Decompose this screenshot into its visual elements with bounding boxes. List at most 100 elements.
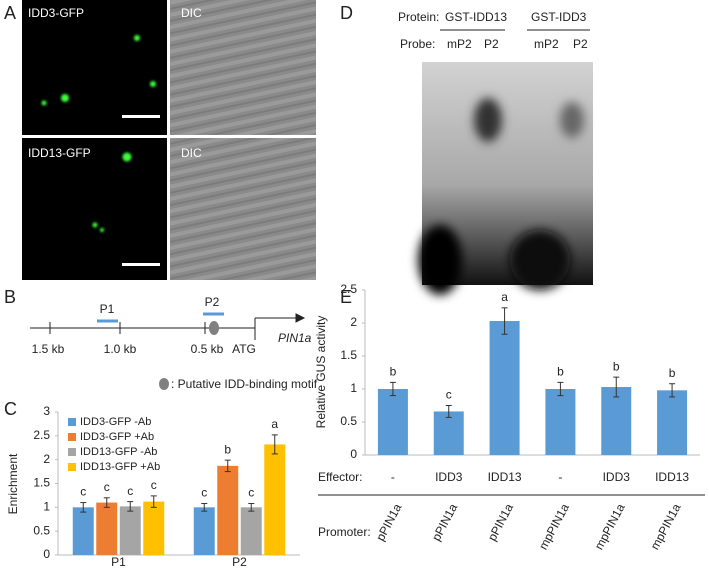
- y-tick-label: 2: [350, 315, 357, 329]
- panel-label: C: [4, 399, 17, 419]
- error-bar: [201, 503, 208, 512]
- panel-label: B: [4, 287, 16, 307]
- image-label: DIC: [181, 6, 202, 20]
- protein-name: GST-IDD3: [531, 10, 587, 24]
- y-tick-label: 3: [43, 404, 50, 418]
- bar: [119, 506, 141, 555]
- bar: [240, 507, 262, 555]
- significance-letter: b: [613, 359, 620, 373]
- effector-label: IDD3: [603, 470, 631, 484]
- y-axis-label: Enrichment: [6, 453, 20, 514]
- y-tick-label: 1: [43, 500, 50, 514]
- bar: [377, 389, 408, 455]
- legend-label: IDD3-GFP +Ab: [80, 431, 154, 443]
- legend-swatch: [68, 433, 76, 441]
- bar: [657, 390, 688, 455]
- x-tick-label: pPIN1a: [373, 501, 404, 543]
- effector-label: IDD3: [435, 470, 463, 484]
- x-tick-label: P2: [232, 555, 247, 569]
- bar: [264, 444, 286, 555]
- gel-image: [418, 62, 593, 295]
- image-label: IDD13-GFP: [28, 146, 91, 160]
- x-tick-label: mpPIN1a: [592, 501, 628, 552]
- x-tick-label: mpPIN1a: [648, 501, 684, 552]
- x-tick-label: pPIN1a: [429, 501, 460, 543]
- panel-label: A: [4, 3, 16, 23]
- error-bar: [127, 501, 134, 512]
- panel-label: E: [340, 287, 352, 307]
- probe-label: Probe:: [400, 37, 435, 51]
- error-bar: [669, 383, 676, 398]
- significance-letter: b: [557, 365, 564, 379]
- bar: [193, 507, 215, 555]
- significance-letter: b: [669, 366, 676, 380]
- bar: [143, 501, 165, 555]
- position-label: 1.0 kb: [104, 342, 137, 356]
- y-tick-label: 0.5: [33, 523, 50, 537]
- motif: [209, 321, 219, 335]
- position-label: 1.5 kb: [32, 342, 65, 356]
- error-bar: [557, 381, 564, 397]
- significance-letter: c: [104, 480, 110, 494]
- bar: [72, 507, 94, 555]
- promoter-diagram: [30, 312, 306, 340]
- row-label: Promoter:: [318, 525, 371, 539]
- y-tick-label: 2: [43, 452, 50, 466]
- x-tick-label: pPIN1a: [485, 501, 516, 543]
- image-label: IDD3-GFP: [28, 6, 84, 20]
- y-tick-label: 1: [350, 381, 357, 395]
- effector-label: IDD13: [488, 470, 522, 484]
- legend-swatch: [68, 463, 76, 471]
- legend-marker: [159, 378, 169, 390]
- probe-name: mP2: [534, 37, 559, 51]
- panel-label: D: [340, 3, 353, 23]
- legend-label: IDD13-GFP -Ab: [80, 446, 157, 458]
- significance-letter: c: [201, 486, 207, 500]
- primer-label: P1: [100, 302, 115, 316]
- error-bar: [613, 376, 620, 398]
- protein-name: GST-IDD13: [445, 10, 507, 24]
- legend-label: IDD13-GFP +Ab: [80, 461, 160, 473]
- error-bar: [150, 495, 157, 508]
- error-bar: [389, 381, 396, 397]
- significance-letter: a: [271, 417, 278, 431]
- y-axis-label: Relative GUS activity: [314, 316, 328, 429]
- legend-swatch: [68, 418, 76, 426]
- bar: [217, 465, 239, 555]
- effector-label: -: [391, 470, 395, 484]
- legend-swatch: [68, 448, 76, 456]
- y-tick-label: 0: [43, 547, 50, 561]
- protein-label: Protein:: [398, 10, 439, 24]
- gene-label: PIN1a: [278, 331, 312, 345]
- error-bar: [80, 502, 87, 513]
- significance-letter: c: [248, 486, 254, 500]
- row-label: Effector:: [318, 470, 362, 484]
- significance-letter: c: [127, 484, 133, 498]
- y-tick-label: 1.5: [340, 348, 357, 362]
- bar: [489, 321, 520, 455]
- x-tick-label: P1: [111, 555, 126, 569]
- x-tick-label: mpPIN1a: [536, 501, 572, 552]
- probe-name: mP2: [447, 37, 472, 51]
- y-tick-label: 2.5: [340, 282, 357, 296]
- position-label: ATG: [232, 342, 256, 356]
- y-tick-label: 2.5: [33, 428, 50, 442]
- bar: [96, 502, 118, 555]
- error-bar: [103, 497, 110, 508]
- legend-text: : Putative IDD-binding motif: [171, 377, 318, 391]
- bar: [433, 411, 464, 455]
- image-label: DIC: [181, 146, 202, 160]
- error-bar: [501, 307, 508, 335]
- probe-name: P2: [573, 37, 588, 51]
- error-bar: [248, 503, 255, 512]
- significance-letter: c: [446, 388, 452, 402]
- effector-label: -: [558, 470, 562, 484]
- micrographs: [22, 0, 316, 280]
- error-bar: [271, 434, 278, 455]
- significance-letter: b: [224, 442, 231, 456]
- bar: [545, 389, 576, 455]
- error-bar: [445, 405, 452, 418]
- y-tick-label: 0.5: [340, 414, 357, 428]
